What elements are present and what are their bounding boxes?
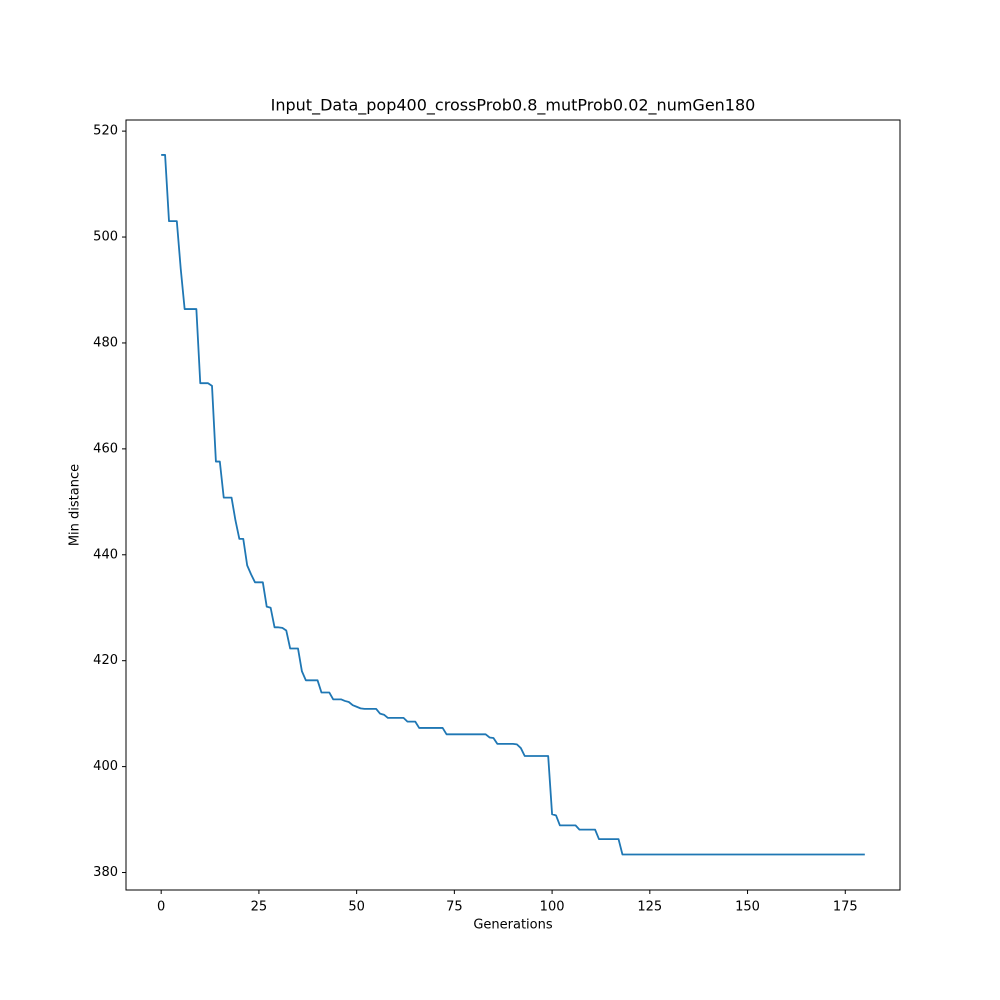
y-tick-label: 400 (93, 759, 118, 774)
x-tick-label: 0 (157, 900, 165, 915)
plot-frame (125, 119, 901, 891)
y-tick-label: 480 (93, 335, 118, 350)
x-axis-label: Generations (473, 918, 553, 933)
data-line (161, 154, 865, 856)
x-tick-label: 50 (348, 900, 365, 915)
x-tick-label: 100 (540, 900, 565, 915)
y-tick-label: 440 (93, 547, 118, 562)
x-tick-label: 175 (833, 900, 858, 915)
y-tick-label: 420 (93, 653, 118, 668)
x-tick-label: 25 (251, 900, 268, 915)
x-tick-label: 125 (637, 900, 662, 915)
x-tick-label: 150 (735, 900, 760, 915)
x-tick-label: 75 (446, 900, 463, 915)
y-tick-label: 460 (93, 441, 118, 456)
y-tick-label: 520 (93, 124, 118, 139)
y-tick-label: 380 (93, 865, 118, 880)
chart-title: Input_Data_pop400_crossProb0.8_mutProb0.… (271, 96, 756, 116)
y-tick-label: 500 (93, 230, 118, 245)
y-axis-label: Min distance (68, 464, 83, 546)
